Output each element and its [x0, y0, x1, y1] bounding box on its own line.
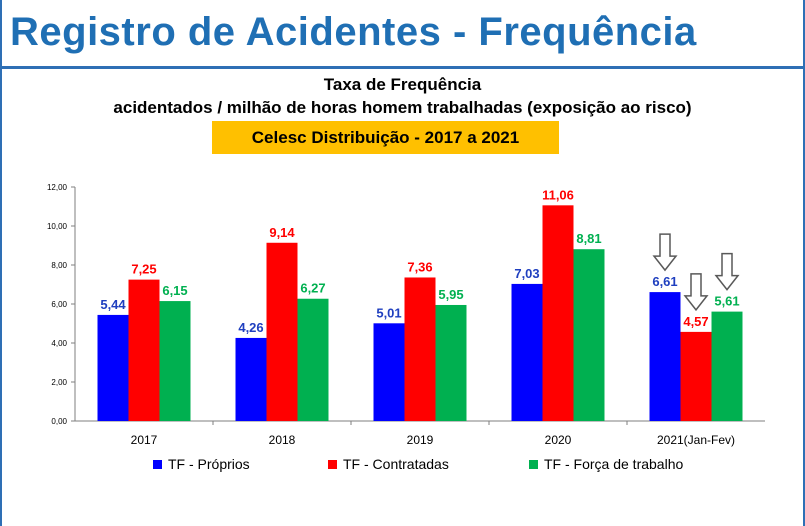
legend-swatch-contratadas	[328, 459, 337, 469]
bar	[649, 292, 681, 421]
legend-label-proprios: TF - Próprios	[168, 456, 250, 472]
legend-swatch-proprios	[153, 459, 162, 469]
data-label: 4,26	[238, 320, 263, 335]
data-label: 5,95	[438, 287, 463, 302]
down-arrow-icon	[714, 252, 740, 291]
x-tick-label: 2018	[269, 433, 296, 447]
bar	[128, 279, 160, 421]
y-tick-label: 12,00	[47, 183, 68, 192]
data-label: 5,44	[100, 297, 126, 312]
title-divider	[2, 66, 803, 69]
legend-item-proprios: TF - Próprios	[153, 456, 250, 472]
x-tick-label: 2021(Jan-Fev)	[657, 433, 735, 447]
x-tick-label: 2017	[131, 433, 158, 447]
bar	[404, 277, 436, 421]
down-arrow-icon	[683, 273, 709, 312]
bar	[159, 301, 191, 421]
data-label: 5,61	[714, 294, 739, 309]
y-tick-label: 4,00	[51, 339, 67, 348]
data-label: 7,36	[407, 259, 432, 274]
data-label: 8,81	[576, 231, 601, 246]
down-arrow-icon	[652, 233, 678, 272]
chart-subtitle: acidentados / milhão de horas homem trab…	[113, 98, 692, 117]
bar	[511, 283, 543, 421]
chart-title: Taxa de Frequência	[323, 75, 482, 94]
legend-swatch-forca-trabalho	[529, 459, 538, 469]
slide-title: Registro de Acidentes - Frequência	[10, 10, 697, 54]
frame-left-border	[0, 0, 2, 526]
bar	[435, 304, 467, 421]
bar	[373, 323, 405, 421]
data-label: 5,01	[376, 305, 401, 320]
data-label: 9,14	[269, 225, 295, 240]
legend-label-contratadas: TF - Contratadas	[343, 456, 449, 472]
bar	[266, 242, 298, 421]
x-tick-label: 2020	[545, 433, 572, 447]
y-tick-label: 2,00	[51, 378, 67, 387]
data-label: 4,57	[683, 314, 708, 329]
chart-badge: Celesc Distribuição - 2017 a 2021	[212, 121, 559, 154]
bar	[573, 249, 605, 421]
bar	[711, 311, 743, 421]
y-tick-label: 10,00	[47, 222, 68, 231]
bar	[97, 314, 129, 421]
x-tick-label: 2019	[407, 433, 434, 447]
data-label: 11,06	[542, 187, 574, 202]
y-tick-label: 6,00	[51, 300, 67, 309]
data-label: 6,61	[652, 274, 677, 289]
y-tick-label: 8,00	[51, 261, 67, 270]
chart-legend: TF - Próprios TF - Contratadas TF - Forç…	[0, 456, 805, 474]
legend-label-forca-trabalho: TF - Força de trabalho	[544, 456, 684, 472]
bar	[297, 298, 329, 421]
data-label: 7,25	[131, 262, 156, 277]
data-label: 6,15	[162, 283, 187, 298]
legend-item-contratadas: TF - Contratadas	[328, 456, 449, 472]
frame-right-border	[803, 0, 805, 526]
bar	[235, 337, 267, 421]
data-label: 7,03	[514, 266, 539, 281]
data-label: 6,27	[300, 281, 325, 296]
bar	[542, 205, 574, 421]
bar	[680, 331, 712, 421]
legend-item-forca-trabalho: TF - Força de trabalho	[529, 456, 683, 472]
y-tick-label: 0,00	[51, 417, 67, 426]
